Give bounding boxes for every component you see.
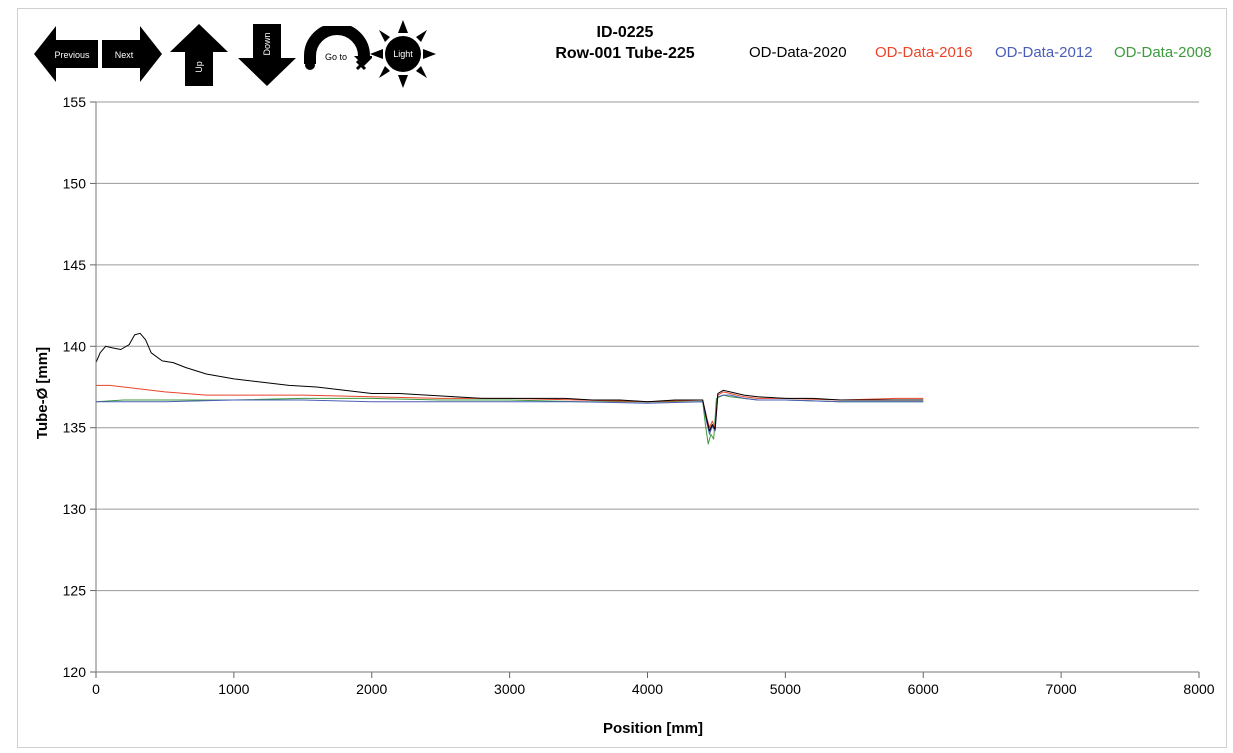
chart-frame (17, 8, 1227, 748)
tick-labels: 120 125 130 135 140 145 150 155 0 1000 2000 3000 400… (63, 94, 1215, 697)
x-tick-label: 4000 (632, 681, 663, 697)
goto-label: Go to (325, 52, 347, 62)
x-tick-label: 7000 (1046, 681, 1077, 697)
chart-title-line1: ID-0225 (596, 24, 654, 41)
y-tick-label: 145 (63, 257, 87, 273)
up-button[interactable]: Up (170, 24, 228, 91)
x-tick-label: 8000 (1183, 681, 1214, 697)
chart-title-line2: Row-001 Tube-225 (555, 45, 695, 62)
light-button[interactable]: Light (370, 20, 436, 93)
down-label: Down (262, 32, 272, 55)
x-tick-label: 5000 (770, 681, 801, 697)
gridlines (96, 101, 1199, 592)
y-tick-label: 140 (63, 338, 87, 354)
series-line-od-data-2016 (96, 384, 924, 429)
left-arrow-icon: Previous (34, 26, 98, 82)
x-tick-label: 3000 (494, 681, 525, 697)
down-button[interactable]: Down (238, 24, 296, 91)
sun-icon: Light (370, 20, 436, 88)
y-axis-label: Tube-Ø [mm] (34, 347, 51, 439)
legend-2016: OD-Data-2016 (875, 44, 973, 61)
y-tick-label: 150 (63, 175, 87, 191)
x-tick-label: 6000 (908, 681, 939, 697)
up-arrow-icon: Up (170, 24, 228, 86)
x-tick-label: 1000 (218, 681, 249, 697)
x-tick-label: 2000 (356, 681, 387, 697)
axes (90, 101, 1200, 678)
y-tick-label: 130 (63, 501, 87, 517)
series-line-od-data-2020 (95, 332, 924, 432)
x-tick-label: 0 (92, 681, 100, 697)
down-arrow-icon: Down (238, 24, 296, 86)
series-line-od-data-2012 (96, 394, 924, 435)
next-label: Next (115, 50, 134, 60)
goto-arrow-icon: Go to (304, 23, 374, 71)
up-label: Up (194, 61, 204, 73)
y-tick-label: 125 (63, 583, 87, 599)
legend-2008: OD-Data-2008 (1114, 44, 1212, 61)
y-tick-label: 120 (63, 664, 87, 680)
y-tick-label: 135 (63, 420, 87, 436)
goto-button[interactable]: Go to (302, 23, 374, 81)
previous-button[interactable]: Previous (34, 26, 98, 87)
right-arrow-icon: Next (102, 26, 162, 82)
x-axis-label: Position [mm] (603, 720, 703, 737)
next-button[interactable]: Next (102, 26, 162, 87)
y-tick-label: 155 (63, 94, 87, 110)
chart-title: ID-0225 Row-001 Tube-225 (520, 22, 730, 64)
previous-label: Previous (54, 50, 90, 60)
series-lines (95, 332, 924, 445)
legend-2012: OD-Data-2012 (995, 44, 1093, 61)
light-label: Light (393, 49, 413, 59)
legend-2020: OD-Data-2020 (749, 44, 847, 61)
series-line-od-data-2008 (95, 394, 924, 445)
